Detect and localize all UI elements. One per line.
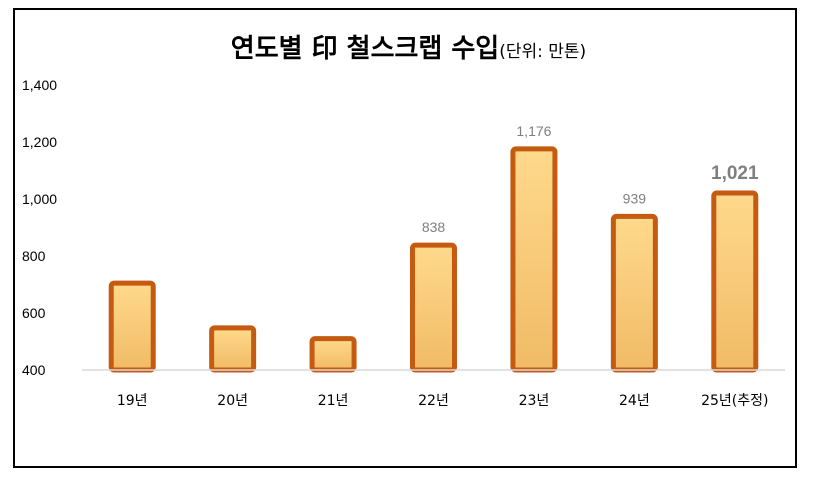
x-tick-label: 24년: [619, 393, 650, 409]
data-label: 838: [422, 219, 446, 235]
x-tick-label: 21년: [318, 393, 349, 409]
data-label: 1,176: [516, 123, 551, 139]
bars: [108, 146, 759, 373]
bar: [209, 325, 257, 373]
y-tick-label: 1,000: [22, 191, 57, 207]
x-axis: 19년 20년 21년 22년 23년 24년 25년(추정): [117, 393, 769, 409]
y-tick-label: 600: [22, 305, 46, 321]
bar: [108, 280, 156, 373]
x-tick-label: 19년: [117, 393, 148, 409]
x-tick-label: 25년(추정): [701, 393, 768, 409]
y-tick-label: 1,400: [22, 77, 57, 93]
chart-frame: [13, 8, 797, 468]
bar: [711, 190, 759, 373]
x-tick-label: 22년: [418, 393, 449, 409]
chart-title-main: 연도별 印 철스크랩 수입: [230, 34, 500, 64]
y-tick-label: 800: [22, 248, 46, 264]
data-label: 1,021: [711, 163, 759, 184]
y-axis: 400 600 800 1,000 1,200 1,400: [22, 77, 57, 378]
y-tick-label: 400: [22, 362, 46, 378]
bar: [309, 336, 357, 373]
x-tick-label: 23년: [519, 393, 550, 409]
x-tick-label: 20년: [217, 393, 248, 409]
bar: [510, 146, 558, 373]
chart-title: 연도별 印 철스크랩 수입(단위: 만톤): [0, 28, 817, 65]
y-tick-label: 1,200: [22, 134, 57, 150]
data-label: 939: [623, 190, 647, 206]
bar: [610, 213, 658, 373]
chart-title-unit: (단위: 만톤): [499, 42, 587, 62]
data-labels: 838 1,176 939 1,021: [422, 123, 759, 235]
bar: [410, 242, 457, 373]
